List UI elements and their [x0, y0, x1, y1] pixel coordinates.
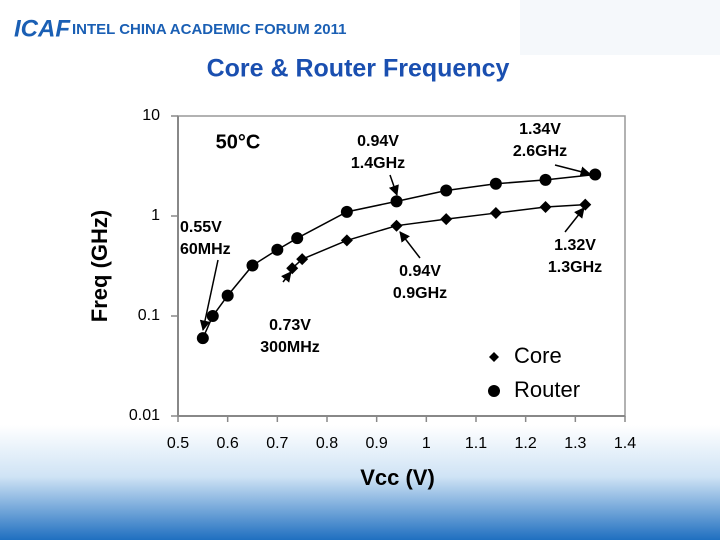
- legend-marker: [489, 352, 499, 362]
- point: [539, 201, 552, 214]
- annotation-arrow: [199, 259, 219, 332]
- legend-item: Core: [489, 343, 562, 368]
- x-tick-label: 1.3: [564, 435, 586, 452]
- annotation: 1.3GHz: [548, 259, 602, 276]
- point: [489, 207, 502, 220]
- point: [340, 234, 353, 247]
- x-tick-label: 0.7: [266, 435, 288, 452]
- legend-item: Router: [488, 377, 580, 402]
- annotation: 0.94V: [357, 133, 399, 150]
- annotation: 1.34V: [519, 121, 561, 138]
- legend-marker: [488, 385, 500, 397]
- annotation-arrow: [554, 164, 592, 177]
- annotation-arrow: [388, 174, 399, 196]
- point: [390, 195, 403, 208]
- footer-band: [0, 425, 720, 540]
- point: [206, 310, 219, 322]
- chart: 0.01 0.1 1 10 0.5 0.6 0.7 0.8 0.9 1 1.1 1.2 1.3 1.4 Vc…: [87, 107, 636, 490]
- point: [291, 232, 304, 245]
- y-tick-label: 1: [151, 207, 160, 224]
- x-axis-label: Vcc (V): [360, 465, 435, 490]
- annotation: 0.55V: [180, 219, 222, 236]
- annotation: 0.9GHz: [393, 285, 447, 302]
- header-title: INTEL CHINA ACADEMIC FORUM 2011: [72, 21, 346, 38]
- x-tick-label: 1.1: [465, 435, 487, 452]
- annotation-arrow: [564, 207, 585, 233]
- annotation: 2.6GHz: [513, 143, 567, 160]
- point: [390, 219, 403, 232]
- y-axis-label: Freq (GHz): [87, 210, 112, 322]
- annotation: 1.4GHz: [351, 155, 405, 172]
- point: [296, 253, 309, 266]
- series-line: [291, 203, 586, 269]
- x-tick-label: 0.9: [366, 435, 388, 452]
- x-tick-label: 1.2: [515, 435, 537, 452]
- slide-title: Core & Router Frequency: [207, 55, 510, 83]
- logo: ICAF: [14, 15, 71, 42]
- point: [246, 259, 259, 272]
- x-tick-label: 0.5: [167, 435, 189, 452]
- y-tick-label: 10: [142, 107, 160, 124]
- point: [589, 168, 602, 181]
- y-tick-label: 0.01: [129, 407, 160, 424]
- x-tick-label: 1: [422, 435, 431, 452]
- point: [196, 332, 209, 345]
- point: [539, 173, 552, 186]
- annotation: 300MHz: [260, 339, 320, 356]
- annotation: 0.73V: [269, 317, 311, 334]
- annotation: 0.94V: [399, 263, 441, 280]
- x-tick-label: 0.8: [316, 435, 338, 452]
- x-tick-label: 0.6: [217, 435, 239, 452]
- annotation: 60MHz: [180, 241, 231, 258]
- point: [340, 205, 353, 218]
- annotation: 1.32V: [554, 237, 596, 254]
- point: [440, 213, 453, 226]
- y-tick-label: 0.1: [138, 307, 160, 324]
- x-tick-label: 1.4: [614, 435, 636, 452]
- header-graphic: [520, 0, 720, 55]
- point: [271, 243, 284, 256]
- legend-label: Router: [514, 377, 580, 402]
- annotation-arrow: [399, 231, 421, 259]
- point: [221, 289, 234, 302]
- point: [489, 177, 502, 190]
- annotation-arrow: [280, 271, 292, 283]
- point: [440, 184, 453, 197]
- annotation: 50°C: [216, 131, 261, 153]
- legend-label: Core: [514, 343, 562, 368]
